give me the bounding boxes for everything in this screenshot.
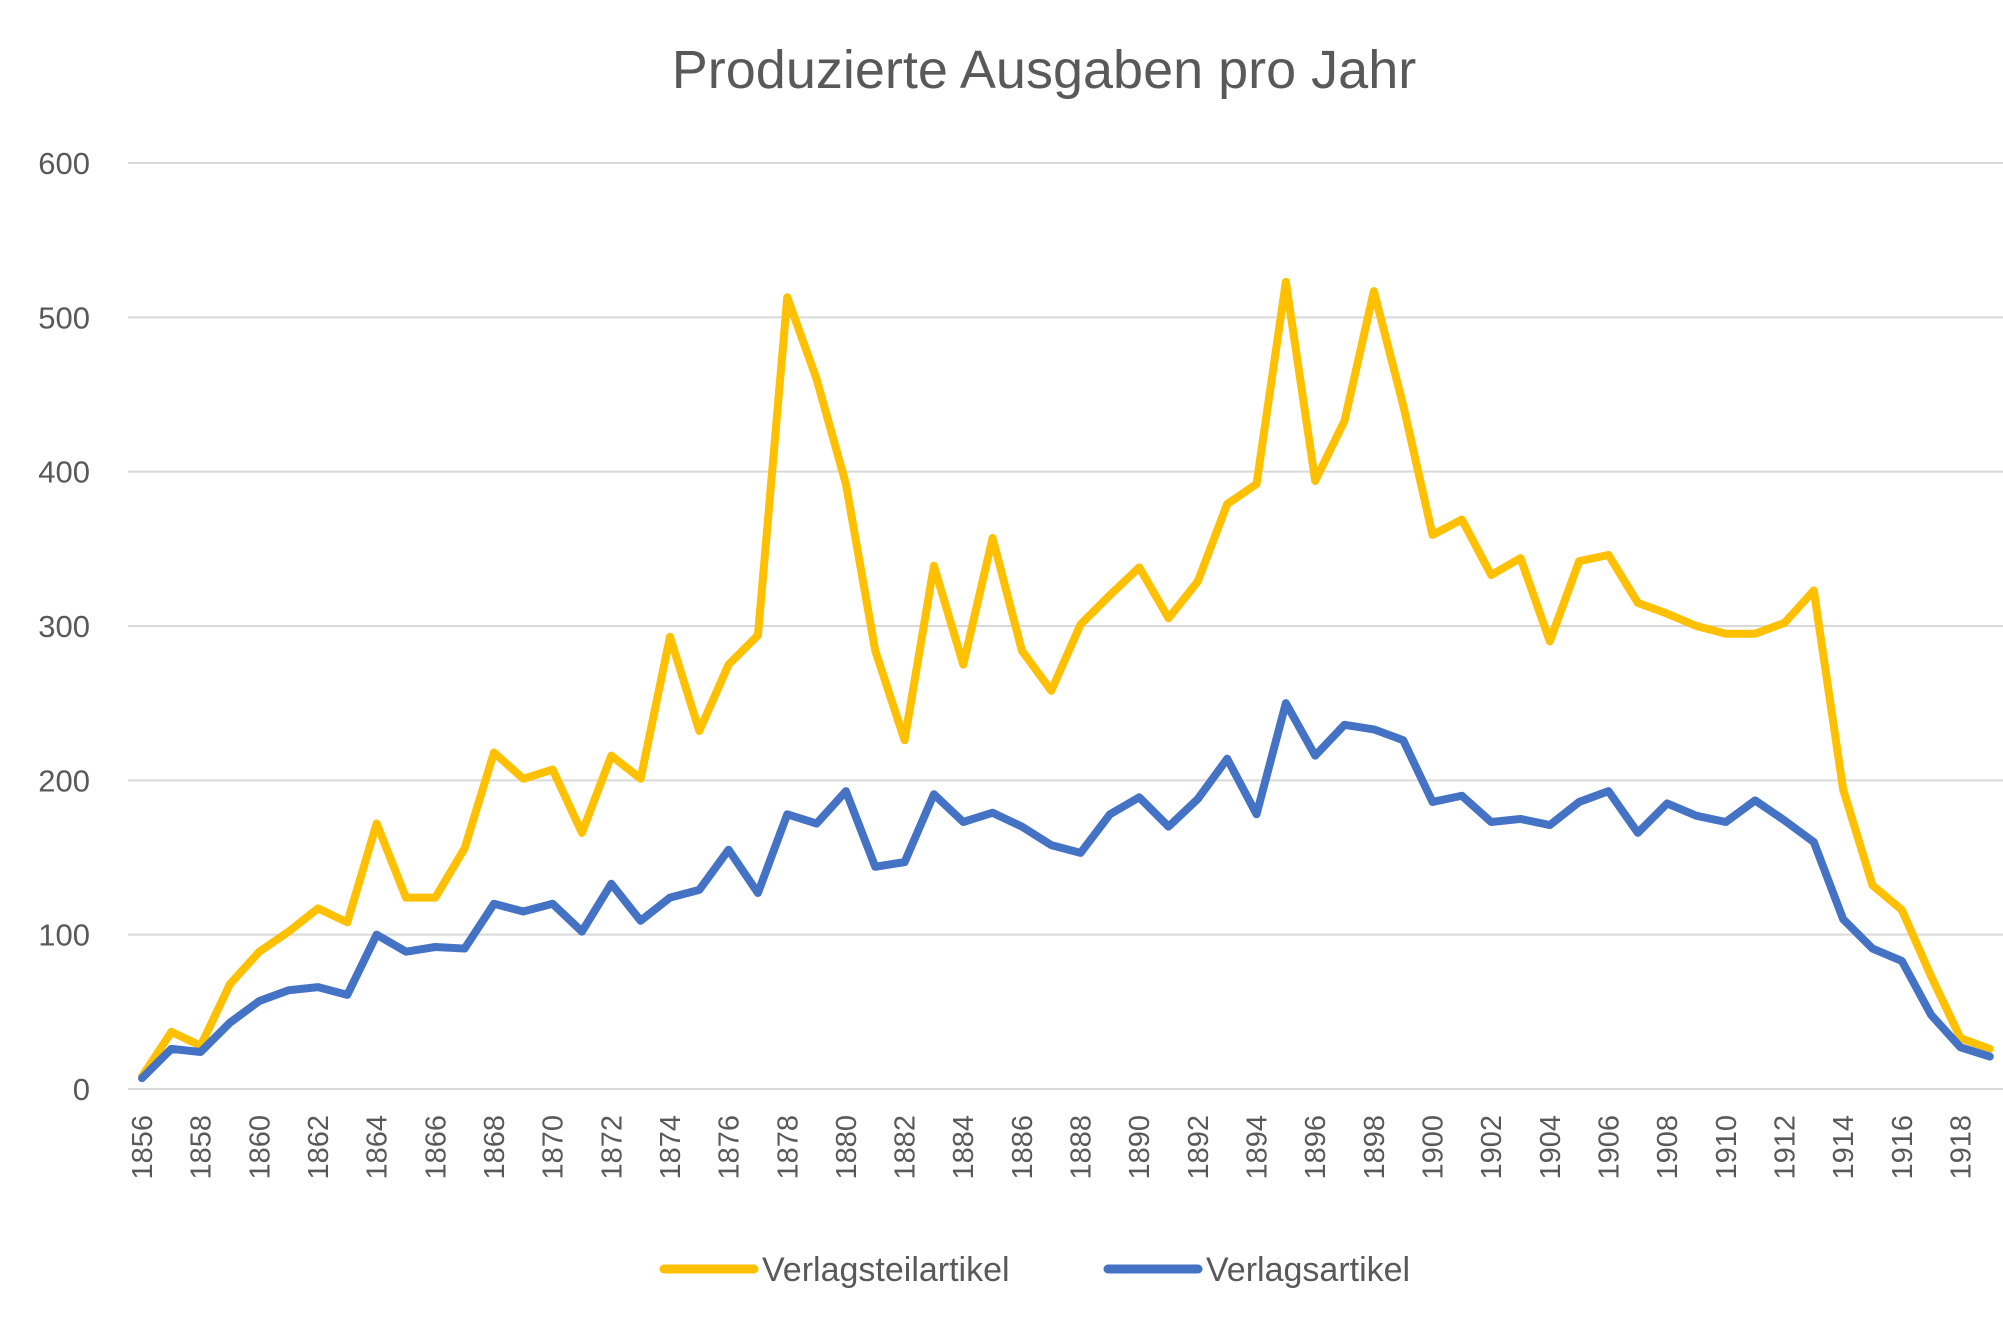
legend-item-verlagsteilartikel: Verlagsteilartikel xyxy=(659,1251,1010,1289)
x-tick-label: 1912 xyxy=(1769,1115,1801,1180)
y-tick-label: 300 xyxy=(38,609,90,644)
x-tick-label: 1894 xyxy=(1242,1115,1274,1180)
y-tick-label: 400 xyxy=(38,455,90,490)
x-tick-label: 1906 xyxy=(1594,1115,1626,1180)
x-tick-label: 1886 xyxy=(1007,1115,1039,1180)
x-tick-label: 1862 xyxy=(303,1115,335,1180)
legend-label: Verlagsartikel xyxy=(1206,1251,1410,1289)
series-lines xyxy=(138,277,1994,1083)
x-tick-label: 1888 xyxy=(1066,1115,1098,1180)
x-tick-label: 1860 xyxy=(244,1115,276,1180)
x-tick-label: 1904 xyxy=(1535,1115,1567,1180)
series-line-verlagsteilartikel xyxy=(138,277,1994,1081)
x-tick-label: 1866 xyxy=(420,1115,452,1180)
x-tick-label: 1910 xyxy=(1711,1115,1743,1180)
gridlines xyxy=(128,162,2003,1090)
x-tick-label: 1878 xyxy=(772,1115,804,1180)
x-tick-label: 1898 xyxy=(1359,1115,1391,1180)
x-tick-label: 1918 xyxy=(1945,1115,1977,1180)
x-tick-label: 1874 xyxy=(655,1115,687,1180)
x-axis-ticks: 1856 1858 1860 1862 1864 1866 1868 1870 1872 1874… xyxy=(127,1115,1977,1180)
x-tick-label: 1876 xyxy=(714,1115,746,1180)
x-tick-label: 1884 xyxy=(948,1115,980,1180)
chart-title: Produzierte Ausgaben pro Jahr xyxy=(672,40,1416,100)
y-tick-label: 600 xyxy=(38,146,90,181)
x-tick-label: 1856 xyxy=(127,1115,159,1180)
x-tick-label: 1892 xyxy=(1183,1115,1215,1180)
legend: Verlagsteilartikel Verlagsartikel xyxy=(659,1251,1410,1289)
x-tick-label: 1872 xyxy=(596,1115,628,1180)
y-tick-label: 0 xyxy=(73,1072,90,1107)
y-axis-ticks: 0 100 200 300 400 500 600 xyxy=(38,146,90,1107)
x-tick-label: 1868 xyxy=(479,1115,511,1180)
series-line-verlagsartikel xyxy=(138,699,1994,1083)
x-tick-label: 1908 xyxy=(1652,1115,1684,1180)
x-tick-label: 1914 xyxy=(1828,1115,1860,1180)
x-tick-label: 1896 xyxy=(1300,1115,1332,1180)
x-tick-label: 1870 xyxy=(538,1115,570,1180)
x-tick-label: 1902 xyxy=(1476,1115,1508,1180)
y-tick-label: 200 xyxy=(38,763,90,798)
x-tick-label: 1858 xyxy=(186,1115,218,1180)
x-tick-label: 1900 xyxy=(1418,1115,1450,1180)
x-tick-label: 1916 xyxy=(1887,1115,1919,1180)
y-tick-label: 500 xyxy=(38,300,90,335)
x-tick-label: 1880 xyxy=(831,1115,863,1180)
x-tick-label: 1890 xyxy=(1124,1115,1156,1180)
y-tick-label: 100 xyxy=(38,918,90,953)
legend-label: Verlagsteilartikel xyxy=(762,1251,1010,1289)
x-tick-label: 1864 xyxy=(362,1115,394,1180)
x-tick-label: 1882 xyxy=(890,1115,922,1180)
legend-item-verlagsartikel: Verlagsartikel xyxy=(1103,1251,1410,1289)
